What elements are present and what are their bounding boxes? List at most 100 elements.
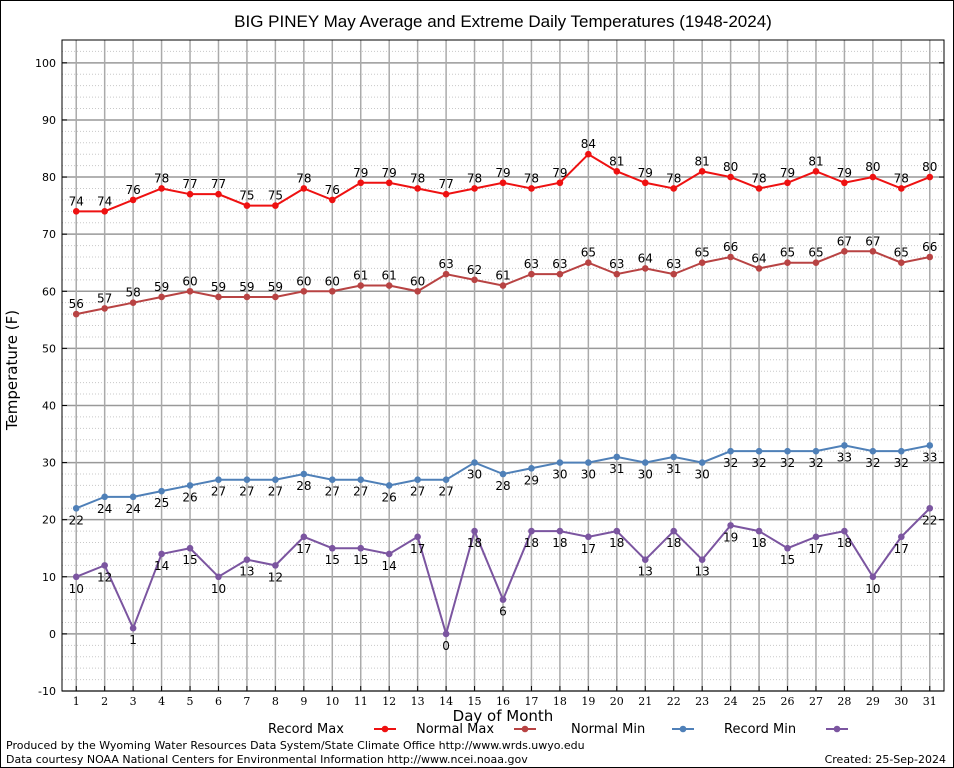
data-label: 32 [865,456,880,470]
y-tick-label: 80 [42,171,56,184]
data-label: 32 [780,456,795,470]
data-point [755,527,763,535]
data-label: 30 [695,468,710,482]
x-tick-label: 13 [411,695,425,708]
data-label: 79 [382,166,397,180]
data-point [499,282,507,289]
data-label: 24 [125,502,140,516]
data-point [186,482,194,489]
data-point [898,447,905,455]
data-label: 57 [97,291,112,305]
x-tick-label: 8 [272,695,279,708]
data-label: 17 [581,542,596,556]
data-point [186,287,194,295]
data-label: 65 [695,246,710,260]
data-label: 79 [780,166,795,180]
data-label: 27 [268,485,283,499]
data-point [101,208,108,215]
data-label: 31 [609,462,624,476]
data-point [385,482,393,489]
data-point [698,556,706,563]
data-label: 26 [382,490,397,504]
data-label: 18 [524,536,539,550]
data-point [300,287,308,295]
data-point [158,550,165,558]
data-point [471,185,478,192]
data-point [926,173,934,181]
data-label: 79 [837,166,852,180]
data-label: 59 [154,280,169,294]
x-axis-label: Day of Month [453,707,554,725]
data-point [300,185,308,192]
data-point [670,270,678,278]
data-label: 17 [410,542,425,556]
data-label: 30 [467,468,482,482]
data-point [755,185,763,192]
data-label: 27 [410,485,425,499]
data-label: 78 [894,171,909,185]
series-normal-max: 56 57 58 59 60 59 59 59 60 60 61 61 60 63 62 61 63 63 65 63… [69,234,937,318]
x-tick-label: 4 [158,695,165,708]
data-point [528,464,535,472]
x-tick-label: 26 [781,695,795,708]
data-point [215,293,222,301]
footer-created-date: Created: 25-Sep-2024 [824,753,946,766]
data-point [641,179,649,187]
data-label: 33 [837,450,852,464]
data-point [812,168,820,175]
data-label: 27 [211,485,226,499]
data-label: 28 [296,479,311,493]
data-point [926,442,934,449]
data-point [585,150,592,158]
data-label: 78 [467,171,482,185]
data-point [869,173,877,181]
data-point [613,527,621,535]
data-point [698,459,706,466]
data-label: 63 [438,257,453,271]
x-tick-label: 2 [101,695,108,708]
data-point [784,179,791,187]
data-label: 14 [382,559,397,573]
data-label: 65 [894,246,909,260]
data-point [300,470,308,478]
data-point [129,624,137,632]
data-point [414,287,421,295]
data-label: 18 [467,536,482,550]
data-label: 18 [666,536,681,550]
data-label: 15 [325,553,340,567]
series-record-min: 10 12 1 14 15 10 13 12 17 15 15 14 17 0 18 6 18 18 17 18 13 1… [69,504,937,653]
data-label: 80 [922,160,937,174]
data-point [926,253,934,261]
data-point [72,310,80,318]
data-point [72,504,80,512]
data-point [158,185,165,192]
data-label: 78 [410,171,425,185]
data-label: 10 [69,582,84,596]
data-label: 33 [922,450,937,464]
data-point [670,453,678,461]
data-point [698,259,706,267]
data-label: 17 [296,542,311,556]
data-point [186,544,194,552]
data-point [328,476,336,484]
data-label: 10 [865,582,880,596]
data-point [72,208,80,215]
data-label: 65 [780,246,795,260]
y-tick-label: 20 [42,514,56,527]
data-point [585,459,592,466]
data-label: 64 [638,251,653,265]
data-point [272,476,279,484]
data-label: 27 [438,485,453,499]
data-point [442,476,450,484]
data-label: 77 [211,177,226,191]
data-label: 18 [837,536,852,550]
data-point [869,447,877,455]
data-label: 79 [353,166,368,180]
data-point [414,533,421,541]
data-point [328,544,336,552]
data-label: 63 [552,257,567,271]
x-tick-label: 18 [553,695,567,708]
data-label: 64 [751,251,766,265]
x-tick-label: 29 [866,695,880,708]
